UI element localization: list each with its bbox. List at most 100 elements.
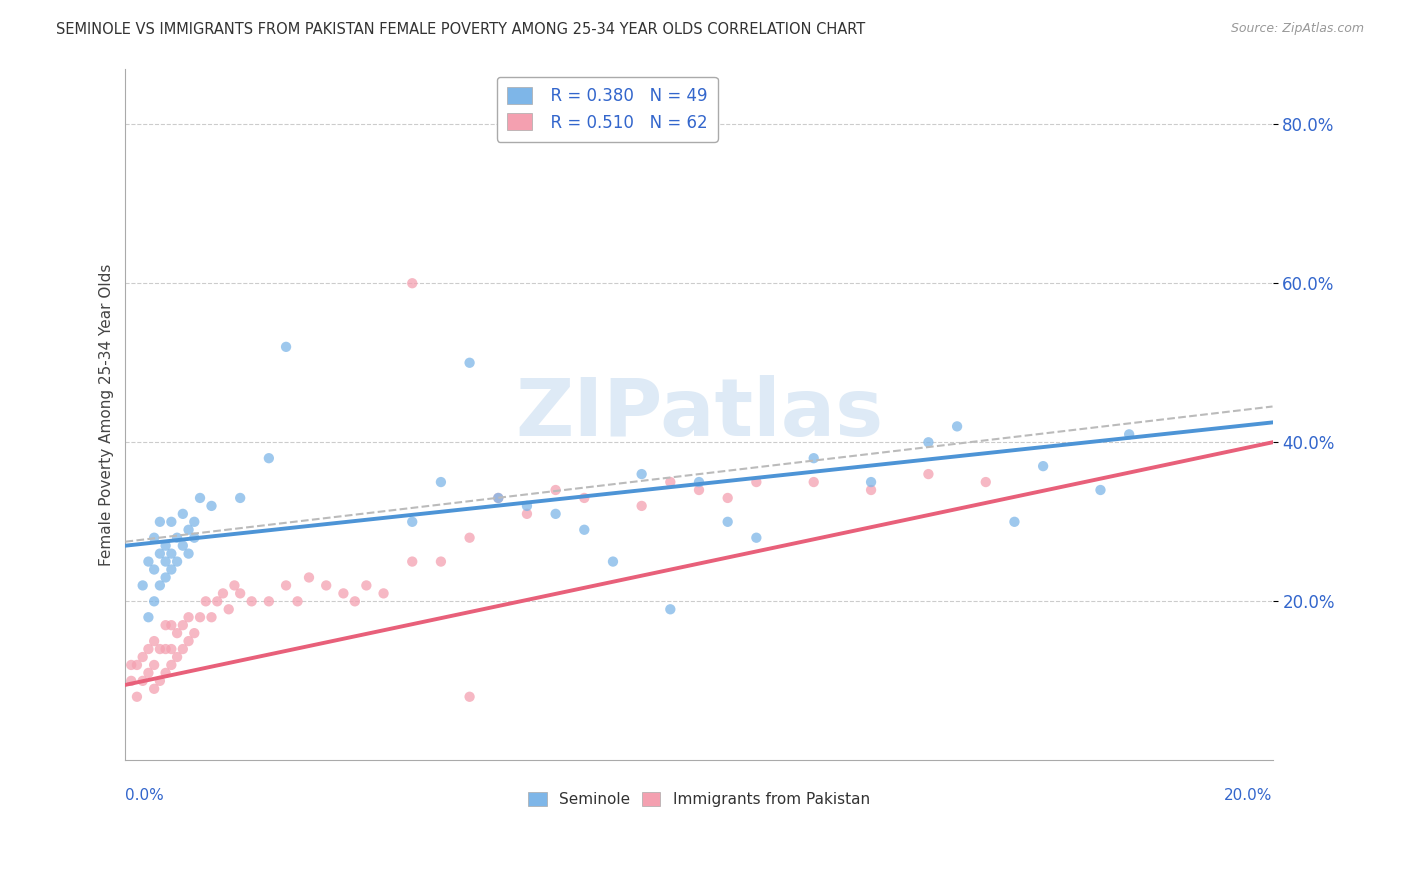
Text: ZIPatlas: ZIPatlas [515,376,883,453]
Point [1032,459,1054,474]
Point [745,531,768,545]
Point [155,642,177,657]
Point [120,673,142,688]
Point [143,681,166,696]
Point [207,594,229,608]
Point [486,491,509,505]
Point [224,578,246,592]
Y-axis label: Female Poverty Among 25-34 Year Olds: Female Poverty Among 25-34 Year Olds [100,263,114,566]
Point [458,690,481,704]
Point [172,618,194,632]
Point [120,657,142,672]
Point [917,467,939,481]
Point [172,539,194,553]
Point [458,531,481,545]
Point [630,499,652,513]
Point [343,594,366,608]
Point [160,618,183,632]
Point [458,356,481,370]
Point [177,634,200,648]
Point [166,650,188,665]
Point [155,555,177,569]
Point [149,515,172,529]
Point [1004,515,1026,529]
Point [401,555,423,569]
Point [155,618,177,632]
Point [172,507,194,521]
Point [149,578,172,592]
Point [373,586,395,600]
Point [946,419,969,434]
Point [166,555,188,569]
Point [803,475,825,489]
Point [183,515,205,529]
Point [1118,427,1140,442]
Point [430,475,453,489]
Point [131,673,153,688]
Point [430,555,453,569]
Point [160,642,183,657]
Point [160,547,183,561]
Point [240,594,263,608]
Point [143,594,166,608]
Point [356,578,378,592]
Point [188,610,211,624]
Point [574,523,596,537]
Point [188,491,211,505]
Point [229,586,252,600]
Point [298,570,321,584]
Point [917,435,939,450]
Point [688,475,710,489]
Point [315,578,337,592]
Point [1090,483,1112,497]
Point [183,531,205,545]
Point [177,523,200,537]
Point [401,515,423,529]
Point [155,570,177,584]
Point [160,562,183,576]
Point [131,578,153,592]
Point [143,531,166,545]
Point [166,531,188,545]
Point [717,491,740,505]
Point [659,475,682,489]
Point [860,475,883,489]
Point [143,657,166,672]
Point [177,547,200,561]
Point [183,626,205,640]
Point [138,555,160,569]
Point [574,491,596,505]
Point [659,602,682,616]
Point [229,491,252,505]
Point [200,499,222,513]
Point [602,555,624,569]
Point [745,475,768,489]
Point [803,451,825,466]
Point [138,665,160,680]
Point [149,547,172,561]
Point [287,594,309,608]
Point [149,642,172,657]
Point [155,539,177,553]
Point [166,626,188,640]
Point [125,657,148,672]
Text: SEMINOLE VS IMMIGRANTS FROM PAKISTAN FEMALE POVERTY AMONG 25-34 YEAR OLDS CORREL: SEMINOLE VS IMMIGRANTS FROM PAKISTAN FEM… [56,22,866,37]
Point [257,451,280,466]
Text: 20.0%: 20.0% [1225,788,1272,803]
Point [143,562,166,576]
Point [172,642,194,657]
Point [131,650,153,665]
Point [138,642,160,657]
Point [218,602,240,616]
Point [486,491,509,505]
Point [194,594,217,608]
Point [160,657,183,672]
Point [516,499,538,513]
Point [149,673,172,688]
Point [544,483,567,497]
Point [160,515,183,529]
Text: Source: ZipAtlas.com: Source: ZipAtlas.com [1230,22,1364,36]
Point [177,610,200,624]
Point [974,475,997,489]
Point [516,507,538,521]
